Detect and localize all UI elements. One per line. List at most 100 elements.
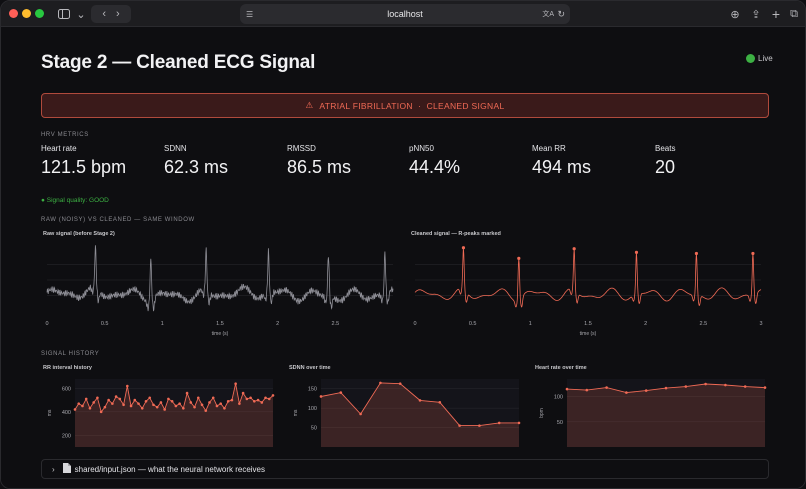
r-peak-marker [634,250,639,254]
metric-label: Heart rate [41,144,77,153]
y-tick-label: 400 [62,410,71,416]
data-point [565,387,569,391]
data-point [77,402,81,405]
area-fill [567,384,765,447]
x-tick-label: 0 [413,321,416,327]
metric-label: pNN50 [409,144,434,153]
x-tick-label: 0 [45,321,48,327]
data-point [140,407,144,410]
sidebar-toggle-icon[interactable] [53,5,75,23]
input-json-expander[interactable]: › shared/input.json — what the neural ne… [41,459,769,479]
x-tick-label: 1.5 [216,321,224,327]
data-point [81,404,84,408]
share-icon[interactable]: ⇪ [751,8,761,21]
data-point [163,408,166,411]
page-title: Stage 2 — Cleaned ECG Signal [41,52,316,73]
metric-label: RMSSD [287,144,316,153]
y-tick-label: 100 [554,395,563,401]
app-content: Stage 2 — Cleaned ECG Signal Live ⚠ ATRI… [1,28,805,488]
new-tab-icon[interactable]: + [771,6,781,22]
data-point [118,397,122,401]
data-point [99,410,103,414]
chart-title: Raw signal (before Stage 2) [43,231,115,237]
metric-rmssd: RMSSD 86.5 ms [287,144,351,178]
data-point [211,396,215,400]
data-point [137,402,140,405]
r-peak-marker [694,251,699,256]
rr-history-chart: 200 400 600 ms [47,379,275,447]
data-point [178,402,181,405]
data-point [664,386,668,390]
data-point [241,391,245,395]
series-line [74,383,274,413]
title-bar: ⌄ ‹ › ☰ localhost 文A ↻ ⊕ ⇪ + ⧉ [1,1,805,27]
data-point [196,396,200,400]
signal-quality: ● Signal quality: GOOD [41,197,109,204]
data-point [111,402,114,405]
metric-value: 62.3 ms [164,157,229,177]
forward-arrow-icon[interactable]: › [116,8,120,20]
metric-mean-rr: Mean RR 494 ms [532,144,591,178]
x-tick-label: 3 [759,321,762,327]
x-tick-label: 1.5 [584,321,592,327]
data-point [126,384,129,388]
data-point [418,399,422,402]
area-fill [75,383,273,447]
plot-area [75,379,273,447]
sdnn-history-chart: 50 100 150 ms [293,379,521,447]
data-point [148,396,152,400]
r-peak-marker [517,256,521,260]
url-text: localhost [387,9,423,19]
back-arrow-icon[interactable]: ‹ [102,8,106,20]
data-point [497,421,501,425]
live-dot-icon [746,54,755,63]
metric-value: 44.4% [409,157,461,177]
tab-overview-icon[interactable]: ⧉ [790,7,798,20]
data-point [92,401,95,404]
y-tick-label: 200 [62,433,71,439]
expander-label: shared/input.json — what the neural netw… [74,464,265,474]
data-point [238,402,241,405]
data-point [260,401,264,404]
plot-area [567,379,765,447]
download-icon[interactable]: ⊕ [730,8,740,21]
y-axis-label: ms [293,409,299,416]
zoom-window-button[interactable] [35,9,44,18]
metric-value: 494 ms [532,157,592,177]
data-point [724,383,727,387]
data-point [605,386,608,389]
x-tick-label: 1 [161,321,164,327]
x-tick-label: 2 [644,321,647,327]
cleaned-signal-chart: 0 0.5 1 1.5 2 2.5 3 time (s) [413,246,763,337]
data-point [379,381,382,385]
close-window-button[interactable] [9,9,18,18]
data-point [88,407,92,410]
data-point [271,394,275,397]
data-point [234,382,237,385]
file-icon [62,463,71,475]
hrv-section-heading: HRV METRICS [41,132,89,138]
page-menu-icon[interactable]: ☰ [246,9,254,19]
data-point [193,405,196,409]
chevron-down-icon[interactable]: ⌄ [76,8,86,21]
x-tick-label: 1 [529,321,532,327]
data-point [159,401,163,404]
chart-title: RR interval history [43,365,92,371]
x-tick-label: 2.5 [700,321,708,327]
minimize-window-button[interactable] [22,9,31,18]
y-tick-label: 600 [62,386,71,392]
data-point [215,404,219,408]
signal-history-heading: SIGNAL HISTORY [41,351,100,357]
data-point [267,397,271,401]
heart-rate-history-chart: 50 100 bpm [539,379,767,447]
data-point [114,395,118,398]
translate-icon[interactable]: 文A [542,11,554,18]
live-indicator: Live [746,54,773,63]
chevron-right-icon: › [52,464,55,474]
reload-icon[interactable]: ↻ [557,8,565,19]
address-bar[interactable]: ☰ localhost 文A ↻ [240,4,570,24]
data-point [133,398,137,402]
data-point [704,382,707,386]
data-point [398,382,402,385]
data-point [517,421,521,425]
